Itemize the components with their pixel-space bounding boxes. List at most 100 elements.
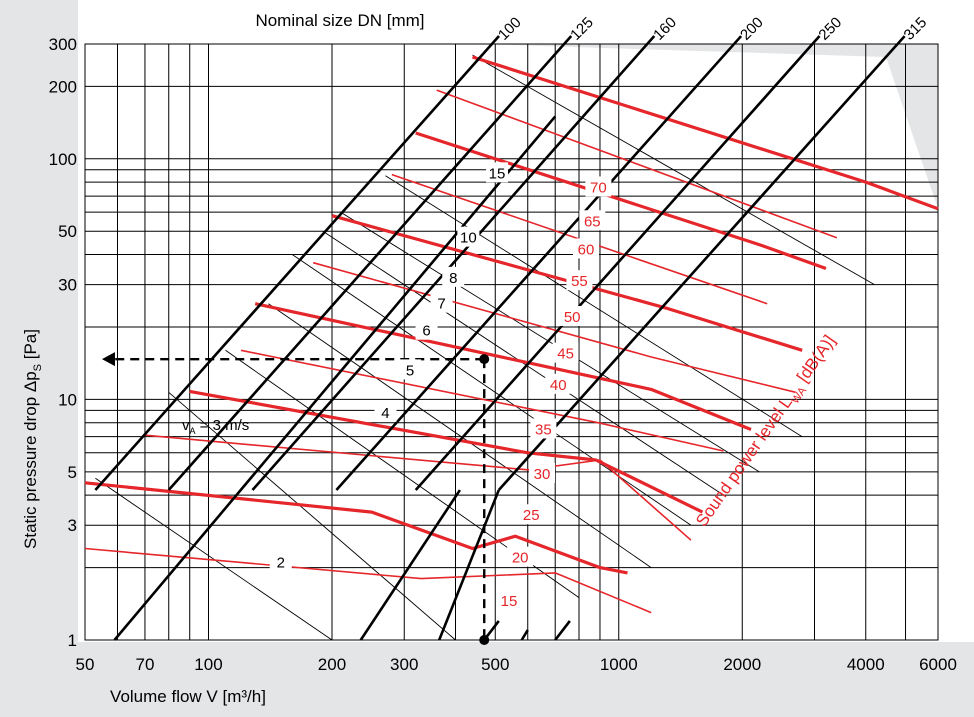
sound-power-label: 40: [550, 377, 567, 394]
velocity-label-bg: [457, 226, 480, 247]
plot-frame: [84, 43, 939, 641]
shaded-area: [480, 44, 938, 209]
y-tick-label: 30: [58, 276, 77, 295]
velocity-label-3: vA = 3 m/s: [182, 417, 249, 436]
sound-power-line: [472, 55, 939, 211]
velocity-line: [385, 175, 803, 438]
velocity-line: [168, 391, 456, 641]
sound-label-bg: [529, 462, 556, 483]
x-tick-label: 70: [135, 655, 154, 674]
x-tick-label: 6000: [919, 655, 957, 674]
sound-power-label: 35: [535, 421, 552, 438]
y-tick-label: 1: [68, 631, 77, 650]
x-tick-label: 100: [194, 655, 222, 674]
velocity-label: 7: [437, 296, 445, 313]
velocity-label-bg: [442, 266, 465, 287]
duct-size-line: [497, 35, 906, 491]
velocity-label: 4: [381, 405, 389, 422]
velocity-label-bg: [430, 292, 453, 313]
sound-power-line: [415, 131, 827, 271]
velocity-label-main: v: [182, 417, 190, 434]
y-tick-label: 5: [68, 463, 77, 482]
velocity-label: 15: [489, 165, 506, 182]
sound-label-bg: [585, 176, 612, 197]
example-reading: [101, 352, 490, 645]
duct-size-line: [94, 35, 500, 491]
x-tick-label: 1000: [600, 655, 638, 674]
left-panel: [0, 0, 78, 717]
duct-line-extension: [113, 115, 557, 641]
sound-power-label: 50: [564, 309, 581, 326]
x-tick-label: 4000: [847, 655, 885, 674]
example-baseline-point: [479, 635, 490, 645]
x-tick-label: 500: [481, 655, 509, 674]
sound-label-bg: [518, 504, 545, 525]
duct-size-lines: [94, 35, 906, 641]
example-arrowhead: [101, 352, 115, 367]
y-axis-label-sub: S: [32, 364, 44, 371]
y-tick-label: 100: [49, 150, 77, 169]
velocity-label: 10: [460, 230, 477, 247]
duct-line-extension: [520, 629, 529, 641]
duct-line-extension: [437, 489, 500, 641]
velocity-label-rest: = 3 m/s: [196, 417, 250, 434]
duct-size-line: [335, 35, 743, 491]
sound-power-label: 25: [523, 507, 540, 524]
velocity-label-bg: [415, 319, 438, 340]
sound-label-bg: [579, 210, 606, 231]
sound-power-line: [240, 349, 724, 452]
y-tick-label: 10: [58, 390, 77, 409]
y-tick-label: 3: [68, 516, 77, 535]
sound-label-bg: [495, 590, 522, 611]
sound-label-bg: [507, 546, 534, 567]
velocity-line: [291, 254, 692, 526]
y-axis-label-main: Static pressure drop Δp: [21, 371, 40, 549]
velocity-label-bg: [374, 401, 397, 422]
sound-power-line: [144, 434, 692, 541]
shaded-region: [480, 44, 938, 209]
velocity-line: [472, 54, 875, 285]
velocity-label-bg: [399, 359, 422, 380]
sound-label-bg: [559, 306, 586, 327]
velocity-line: [340, 211, 760, 473]
sound-power-line: [189, 389, 704, 514]
sound-power-label: 30: [534, 466, 551, 483]
sound-power-label: 65: [584, 213, 601, 230]
duct-size-line: [414, 35, 821, 491]
x-axis-label: Volume flow V [m³/h]: [110, 687, 266, 706]
velocity-line: [95, 477, 333, 641]
duct-size-line: [167, 35, 573, 491]
sound-power-label: 70: [590, 179, 607, 196]
sound-label-bg: [530, 418, 557, 439]
sound-power-label: 20: [512, 550, 529, 567]
y-tick-label: 300: [49, 35, 77, 54]
velocity-label-bg: [486, 162, 509, 183]
sound-power-line: [331, 214, 803, 352]
bottom-panel: [0, 642, 974, 717]
x-tick-label: 300: [390, 655, 418, 674]
sound-power-line: [84, 547, 652, 614]
sound-power-label: 60: [578, 241, 595, 258]
sound-label-bg: [572, 238, 599, 259]
velocity-label: 8: [449, 270, 457, 287]
velocity-lines: [95, 54, 875, 641]
velocity-line: [268, 303, 652, 568]
example-point: [479, 354, 490, 365]
sound-power-lines: [84, 55, 939, 614]
y-tick-label: 200: [49, 77, 77, 96]
labels: 50 70 100 200 300 500 1000 2000 4000 600013510305…: [49, 14, 957, 674]
y-axis-label-unit: [Pa]: [21, 329, 40, 364]
velocity-label: 6: [422, 323, 430, 340]
velocity-label-sub: A: [190, 426, 196, 436]
velocity-label-bg: [269, 551, 292, 572]
x-tick-label: 200: [318, 655, 346, 674]
sound-power-label: 55: [571, 273, 588, 290]
sound-power-line: [84, 481, 628, 575]
sound-power-label: 15: [501, 593, 518, 610]
x-tick-label: 50: [76, 655, 95, 674]
sound-power-label: 45: [557, 346, 574, 363]
sound-label-bg: [552, 342, 579, 363]
top-axis-title: Nominal size DN [mm]: [255, 11, 424, 30]
sound-power-line: [436, 89, 838, 239]
